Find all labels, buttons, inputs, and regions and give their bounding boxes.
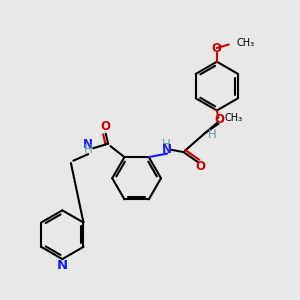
Text: N: N [57, 259, 68, 272]
Text: CH₃: CH₃ [224, 113, 242, 123]
Text: O: O [212, 42, 222, 56]
Text: H: H [162, 138, 171, 151]
Text: N: N [162, 142, 172, 156]
Text: N: N [83, 138, 93, 151]
Text: O: O [100, 120, 110, 133]
Text: H: H [208, 128, 217, 141]
Text: H: H [84, 143, 93, 156]
Text: CH₃: CH₃ [236, 38, 254, 48]
Text: O: O [196, 160, 206, 173]
Text: O: O [214, 113, 224, 126]
